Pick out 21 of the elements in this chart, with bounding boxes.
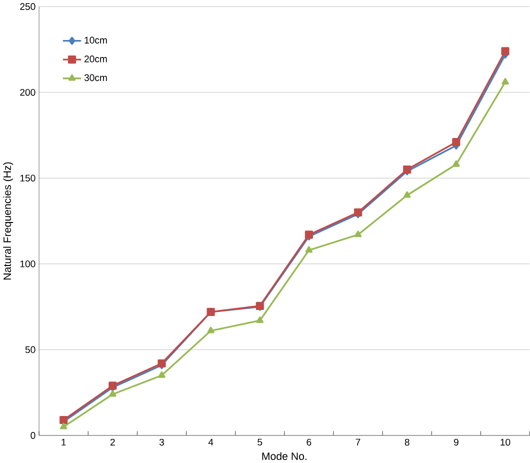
legend-label: 20cm xyxy=(84,55,107,62)
x-tick-label: 1 xyxy=(62,438,66,446)
x-tick-label: 10 xyxy=(500,438,510,446)
y-tick-label: 50 xyxy=(25,346,36,353)
x-tick-label: 2 xyxy=(110,438,115,446)
x-axis-title: Mode No. xyxy=(262,452,306,460)
x-tick-label: 8 xyxy=(404,438,410,446)
x-tick-label: 9 xyxy=(454,438,458,446)
y-tick-label: 150 xyxy=(20,174,36,182)
x-tick-label: 6 xyxy=(306,438,312,446)
legend-label: 10cm xyxy=(84,36,107,44)
y-tick-label: 100 xyxy=(20,260,36,268)
y-tick-label: 250 xyxy=(20,3,36,10)
x-tick-label: 3 xyxy=(159,438,164,446)
x-tick-label: 7 xyxy=(356,438,360,446)
legend-label: 30cm xyxy=(84,74,107,81)
y-axis-title: Natural Frequencies (Hz) xyxy=(3,162,14,280)
y-tick-label: 0 xyxy=(30,432,36,439)
x-tick-label: 4 xyxy=(208,438,214,446)
y-tick-label: 200 xyxy=(20,88,36,96)
x-tick-label: 5 xyxy=(258,438,262,446)
